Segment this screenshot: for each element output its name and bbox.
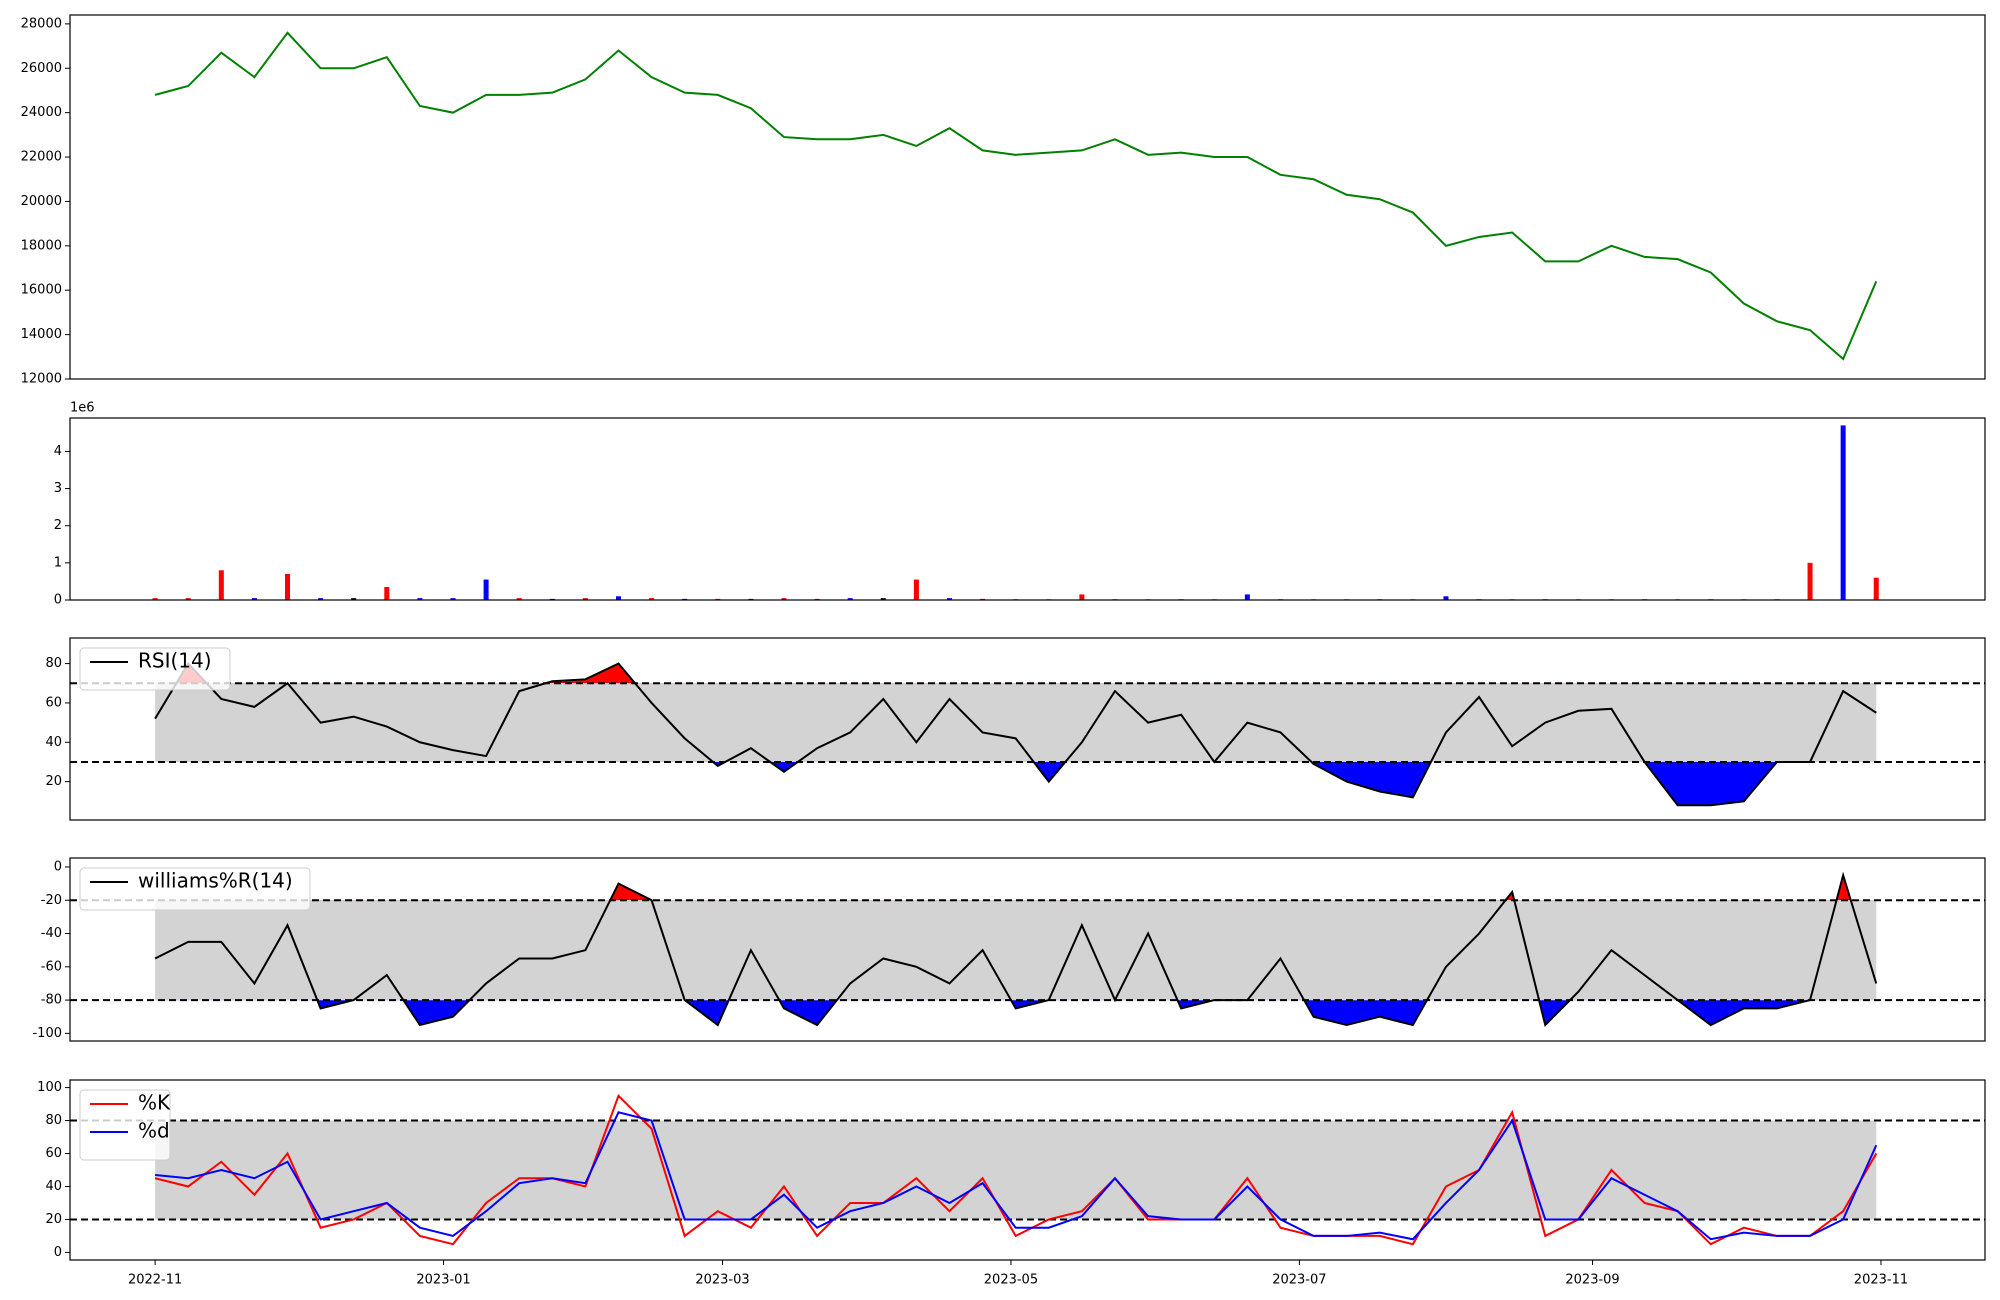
volume-bar <box>615 596 621 600</box>
series-line <box>154 661 1877 807</box>
series-line <box>154 871 1878 1027</box>
volume-bar <box>946 598 952 600</box>
volume-bar <box>1079 594 1085 600</box>
volume-bar <box>781 598 787 600</box>
legend-box <box>79 1089 171 1161</box>
oversold-fill <box>155 1000 1877 1026</box>
series-line <box>154 1094 1878 1246</box>
y-tick-label: 0 <box>54 593 62 608</box>
x-tick-label: 2023-09 <box>1565 1273 1619 1288</box>
y-tick-label: 24000 <box>21 105 62 120</box>
volume-bar <box>1873 577 1879 600</box>
series-line <box>154 31 1878 361</box>
panel-frame <box>69 14 1986 380</box>
y-tick-label: 16000 <box>21 283 62 298</box>
volume-bar <box>450 598 456 600</box>
y-tick-label: 12000 <box>21 372 62 387</box>
volume-bar <box>318 598 324 600</box>
band-fill <box>155 683 1877 762</box>
volume-bar <box>417 598 423 600</box>
panel-frame <box>69 1079 1986 1261</box>
legend-box <box>79 867 311 911</box>
y-tick-label: 40 <box>45 735 62 750</box>
y-tick-label: 1 <box>54 555 62 570</box>
y-tick-label: 0 <box>54 1245 62 1260</box>
band-fill <box>155 900 1877 1001</box>
y-tick-label: 60 <box>45 1146 62 1161</box>
panel-frame <box>69 417 1986 601</box>
y-tick-label: -60 <box>41 959 62 974</box>
y-tick-label: 4 <box>54 444 62 459</box>
y-tick-label: 0 <box>54 859 62 874</box>
y-tick-label: 28000 <box>21 16 62 31</box>
volume-bar <box>516 598 522 600</box>
panel-frame <box>69 857 1986 1042</box>
volume-bar <box>1807 562 1813 600</box>
volume-bar <box>483 579 489 600</box>
volume-bar <box>384 587 390 600</box>
x-tick-label: 2023-01 <box>416 1273 470 1288</box>
volume-bar <box>649 598 655 600</box>
y-tick-label: -40 <box>41 926 62 941</box>
volume-bar <box>1244 594 1250 600</box>
volume-bar <box>152 598 158 600</box>
x-tick-label: 2023-07 <box>1272 1273 1326 1288</box>
y-tick-label: 26000 <box>21 61 62 76</box>
y-tick-label: 20 <box>45 774 62 789</box>
y-tick-label: 18000 <box>21 238 62 253</box>
y-tick-label: 60 <box>45 695 62 710</box>
volume-bar <box>1840 425 1846 600</box>
legend-box <box>79 647 231 691</box>
volume-bar <box>582 598 588 600</box>
legend-label: %K <box>138 1091 171 1115</box>
y-tick-label: 40 <box>45 1179 62 1194</box>
y-tick-label: 80 <box>45 656 62 671</box>
volume-bar <box>351 598 357 600</box>
offset-label: 1e6 <box>70 401 95 416</box>
panel-frame <box>69 637 1986 821</box>
y-tick-label: -80 <box>41 993 62 1008</box>
y-tick-label: 3 <box>54 481 62 496</box>
x-tick-label: 2023-03 <box>695 1273 749 1288</box>
legend-label: %d <box>138 1119 170 1143</box>
volume-bar <box>285 574 291 600</box>
volume-bar <box>880 598 886 600</box>
y-tick-label: 20 <box>45 1212 62 1227</box>
y-tick-label: 22000 <box>21 150 62 165</box>
x-tick-label: 2023-05 <box>984 1273 1038 1288</box>
volume-bar <box>218 570 224 600</box>
volume-bar <box>251 598 257 600</box>
volume-bar <box>185 598 191 600</box>
volume-bar <box>913 579 919 600</box>
y-tick-label: 100 <box>37 1080 62 1095</box>
y-tick-label: 80 <box>45 1113 62 1128</box>
volume-bar <box>1443 596 1449 600</box>
oversold-fill <box>155 761 1877 806</box>
x-tick-label: 2023-11 <box>1854 1273 1908 1288</box>
y-tick-label: 20000 <box>21 194 62 209</box>
legend-label: RSI(14) <box>138 649 212 673</box>
y-tick-label: 14000 <box>21 327 62 342</box>
y-tick-label: 2 <box>54 518 62 533</box>
y-tick-label: -100 <box>32 1026 62 1041</box>
series-line <box>155 1111 1878 1241</box>
x-tick-label: 2022-11 <box>128 1273 182 1288</box>
legend-label: williams%R(14) <box>138 869 293 893</box>
volume-bar <box>847 598 853 600</box>
y-tick-label: -20 <box>41 893 62 908</box>
band-fill <box>155 1120 1877 1220</box>
